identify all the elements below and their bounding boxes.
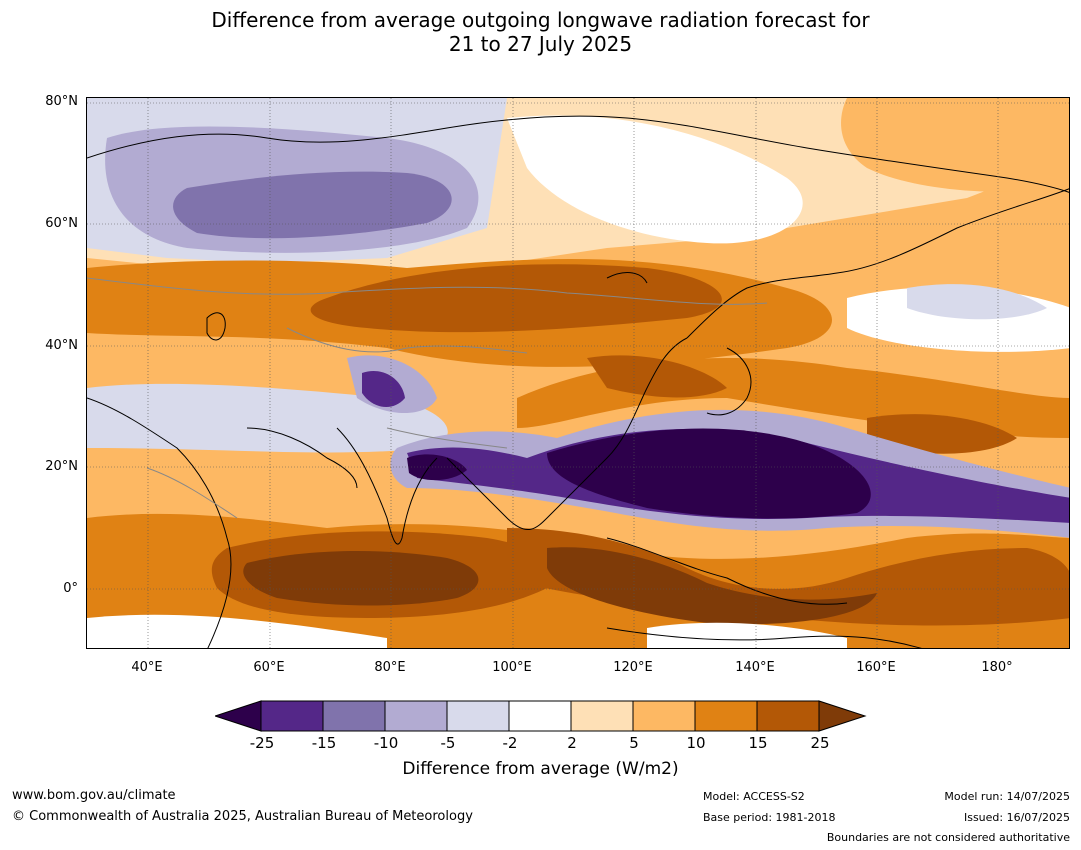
- lat-label-20n: 20°N: [45, 459, 78, 474]
- fill-south-white: [87, 614, 387, 648]
- lon-label-60e: 60°E: [253, 660, 285, 675]
- fill-indian-ocean-darkbrown: [243, 551, 479, 606]
- colorbar-swatches: [215, 700, 867, 732]
- map-svg: [87, 98, 1069, 648]
- colorbar-tick: -10: [373, 734, 399, 752]
- colorbar-swatch: [632, 700, 696, 732]
- lat-label-0: 0°: [63, 581, 78, 596]
- coast-india: [336, 427, 438, 545]
- colorbar-swatch: [756, 700, 820, 732]
- map-title: Difference from average outgoing longwav…: [0, 8, 1081, 56]
- coast-se-asia: [446, 337, 688, 530]
- lon-label-120e: 120°E: [613, 660, 653, 675]
- lat-label-80n: 80°N: [45, 94, 78, 109]
- colorbar: [215, 700, 867, 732]
- coast-caspian: [206, 312, 226, 341]
- footer-boundaries: Boundaries are not considered authoritat…: [826, 831, 1070, 844]
- title-line-1: Difference from average outgoing longwav…: [211, 8, 870, 32]
- anomaly-map: [86, 97, 1070, 649]
- colorbar-swatch: [215, 700, 262, 732]
- coastlines: [87, 115, 1069, 648]
- coast-indonesia: [606, 537, 848, 605]
- colorbar-tick: -5: [440, 734, 456, 752]
- fill-tropical-darkest-purple: [547, 428, 871, 519]
- coast-arctic: [87, 115, 1069, 193]
- colorbar-tick: 10: [686, 734, 706, 752]
- colorbar-tick: 5: [629, 734, 639, 752]
- fill-arctic-orange: [841, 98, 1069, 192]
- footer-issued: Issued: 16/07/2025: [963, 811, 1070, 824]
- fill-middleeast-pale-purple: [87, 383, 448, 453]
- colorbar-swatch: [446, 700, 510, 732]
- fill-south-white-2: [647, 622, 847, 648]
- colorbar-tick: 15: [748, 734, 768, 752]
- coast-australia: [606, 627, 922, 648]
- title-line-2: 21 to 27 July 2025: [448, 32, 633, 56]
- border-russia-south: [87, 277, 768, 305]
- coast-baikal: [606, 272, 648, 284]
- colorbar-tick: -15: [311, 734, 337, 752]
- footer-model: Model: ACCESS-S2: [703, 790, 805, 803]
- lon-label-40e: 40°E: [131, 660, 163, 675]
- fill-siberia-white: [507, 115, 803, 244]
- fill-maritime-darkbrown: [547, 547, 877, 625]
- lat-label-40n: 40°N: [45, 338, 78, 353]
- coast-arabia: [246, 427, 358, 489]
- fill-bay-of-bengal-darkest: [407, 454, 467, 481]
- colorbar-swatch: [384, 700, 448, 732]
- coast-ne-asia: [686, 188, 1069, 339]
- fill-korea-brown: [587, 355, 727, 398]
- border-central-asia: [286, 327, 528, 354]
- coast-africa: [87, 397, 232, 648]
- lon-label-160e: 160°E: [856, 660, 896, 675]
- footer-base-period: Base period: 1981-2018: [703, 811, 836, 824]
- footer-copyright: © Commonwealth of Australia 2025, Austra…: [12, 809, 473, 824]
- footer-url[interactable]: www.bom.gov.au/climate: [12, 788, 176, 803]
- colorbar-tick: -25: [249, 734, 275, 752]
- lon-label-80e: 80°E: [374, 660, 406, 675]
- colorbar-swatch: [260, 700, 324, 732]
- colorbar-swatch: [508, 700, 572, 732]
- border-himalaya: [386, 427, 508, 449]
- fill-midlat-brown: [310, 264, 722, 333]
- graticule: [87, 98, 1069, 648]
- lon-label-140e: 140°E: [735, 660, 775, 675]
- lon-label-100e: 100°E: [492, 660, 532, 675]
- colorbar-swatch: [818, 700, 867, 732]
- coast-japan: [706, 347, 752, 416]
- colorbar-tick: 2: [567, 734, 577, 752]
- fill-pacific-pale-purple: [907, 284, 1047, 320]
- footer-model-run: Model run: 14/07/2025: [944, 790, 1070, 803]
- colorbar-tick: -2: [502, 734, 518, 752]
- colorbar-swatch: [694, 700, 758, 732]
- colorbar-tick: 25: [810, 734, 830, 752]
- border-africa: [146, 467, 238, 519]
- fill-npacific-brown: [867, 414, 1017, 454]
- borders: [87, 277, 768, 519]
- fill-europe-mid-purple: [173, 171, 452, 239]
- lon-label-180: 180°: [981, 660, 1013, 675]
- colorbar-title: Difference from average (W/m2): [402, 759, 679, 779]
- lat-label-60n: 60°N: [45, 216, 78, 231]
- colorbar-swatch: [570, 700, 634, 732]
- fill-tibet-dark-purple: [362, 370, 405, 408]
- colorbar-swatch: [322, 700, 386, 732]
